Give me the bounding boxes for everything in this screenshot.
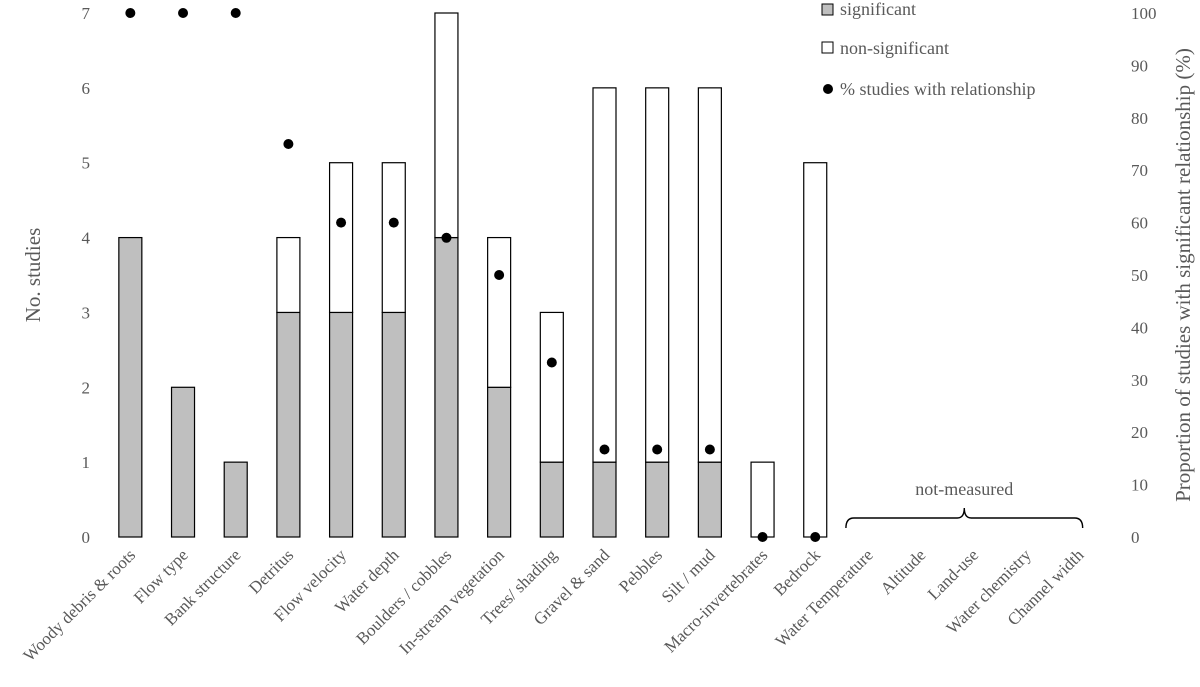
point-percent-in-stream-vegetation bbox=[494, 270, 505, 280]
point-percent-trees-shading bbox=[546, 357, 557, 368]
bar-significant-detritus bbox=[276, 311, 301, 538]
right-axis: 0 10 20 30 40 50 60 70 80 90 100 bbox=[1131, 4, 1157, 547]
not-measured-label: not-measured bbox=[915, 479, 1013, 499]
legend: significant non-significant % studies wi… bbox=[821, 0, 1035, 99]
y2-tick-label: 60 bbox=[1131, 214, 1148, 233]
y2-tick-label: 0 bbox=[1131, 528, 1140, 547]
legend-swatch-non-significant bbox=[821, 41, 834, 54]
point-percent-flow-type bbox=[178, 8, 189, 18]
category-label: Water Temperature bbox=[772, 545, 877, 650]
bar-significant-water-depth bbox=[381, 311, 406, 538]
y2-tick-label: 80 bbox=[1131, 109, 1148, 128]
bars bbox=[118, 12, 828, 538]
point-percent-bedrock bbox=[810, 532, 821, 542]
bar-non-significant-gravel-sand bbox=[592, 87, 617, 463]
point-percent-flow-velocity bbox=[336, 217, 347, 228]
y-tick-label: 4 bbox=[82, 229, 91, 248]
y-tick-label: 7 bbox=[82, 4, 91, 23]
legend-swatch-significant bbox=[821, 3, 834, 16]
y-tick-label: 5 bbox=[82, 154, 91, 173]
y2-tick-label: 40 bbox=[1131, 318, 1148, 337]
bar-non-significant-bedrock bbox=[803, 162, 828, 538]
bar-significant-bank-structure bbox=[223, 461, 248, 538]
category-label: Boulders / cobbles bbox=[352, 545, 455, 648]
bar-non-significant-water-depth bbox=[381, 162, 406, 314]
category-label: Macro-invertebrates bbox=[660, 545, 771, 656]
bar-significant-woody-debris-roots bbox=[118, 236, 143, 538]
legend-label-percent-studies: % studies with relationship bbox=[840, 79, 1035, 99]
bar-significant-silt-mud bbox=[697, 461, 722, 538]
point-percent-pebbles bbox=[652, 444, 663, 455]
y-tick-label: 0 bbox=[82, 528, 91, 547]
y2-tick-label: 70 bbox=[1131, 161, 1148, 180]
y2-tick-label: 10 bbox=[1131, 476, 1148, 495]
bar-non-significant-detritus bbox=[276, 236, 301, 314]
category-label: Woody debris & roots bbox=[20, 545, 140, 665]
bar-non-significant-boulders-cobbles bbox=[434, 12, 459, 239]
bar-significant-boulders-cobbles bbox=[434, 236, 459, 538]
y2-tick-label: 90 bbox=[1131, 56, 1148, 75]
bar-significant-trees-shading bbox=[539, 461, 564, 538]
bar-non-significant-in-stream-vegetation bbox=[487, 236, 512, 388]
legend-label-non-significant: non-significant bbox=[840, 38, 949, 58]
y2-tick-label: 50 bbox=[1131, 266, 1148, 285]
point-percent-gravel-sand bbox=[599, 444, 610, 455]
point-percent-boulders-cobbles bbox=[441, 232, 452, 243]
point-percent-silt-mud bbox=[704, 444, 715, 455]
point-percent-macro-invertebrates bbox=[757, 532, 768, 542]
category-label: Altitude bbox=[877, 545, 930, 598]
point-percent-water-depth bbox=[388, 217, 399, 228]
category-label: Pebbles bbox=[615, 545, 666, 596]
left-axis: 0 1 2 3 4 5 6 7 bbox=[82, 4, 91, 547]
bar-significant-in-stream-vegetation bbox=[487, 386, 512, 538]
not-measured-brace bbox=[845, 507, 1084, 529]
y-tick-label: 6 bbox=[82, 79, 91, 98]
y2-axis-title: Proportion of studies with significant r… bbox=[1171, 48, 1195, 502]
point-percent-bank-structure bbox=[230, 8, 241, 18]
legend-label-significant: significant bbox=[840, 0, 916, 19]
points bbox=[125, 8, 821, 542]
y2-tick-label: 30 bbox=[1131, 371, 1148, 390]
y-tick-label: 3 bbox=[82, 303, 91, 322]
bar-significant-gravel-sand bbox=[592, 461, 617, 538]
bar-non-significant-macro-invertebrates bbox=[750, 461, 775, 538]
bar-non-significant-trees-shading bbox=[539, 311, 564, 463]
y-axis-title: No. studies bbox=[21, 228, 45, 323]
y-tick-label: 1 bbox=[82, 453, 91, 472]
y2-tick-label: 100 bbox=[1131, 4, 1157, 23]
bar-significant-flow-type bbox=[170, 386, 196, 538]
bar-significant-flow-velocity bbox=[328, 311, 354, 538]
annotation: not-measured bbox=[845, 479, 1084, 529]
legend-swatch-percent-studies bbox=[823, 84, 833, 94]
bar-non-significant-flow-velocity bbox=[328, 162, 354, 314]
bar-non-significant-silt-mud bbox=[697, 87, 722, 463]
point-percent-woody-debris-roots bbox=[125, 8, 136, 18]
bar-significant-pebbles bbox=[645, 461, 670, 538]
bar-non-significant-pebbles bbox=[645, 87, 670, 463]
y-tick-label: 2 bbox=[82, 378, 91, 397]
category-label: Detritus bbox=[245, 545, 297, 597]
y2-tick-label: 20 bbox=[1131, 423, 1148, 442]
point-percent-detritus bbox=[283, 139, 294, 149]
